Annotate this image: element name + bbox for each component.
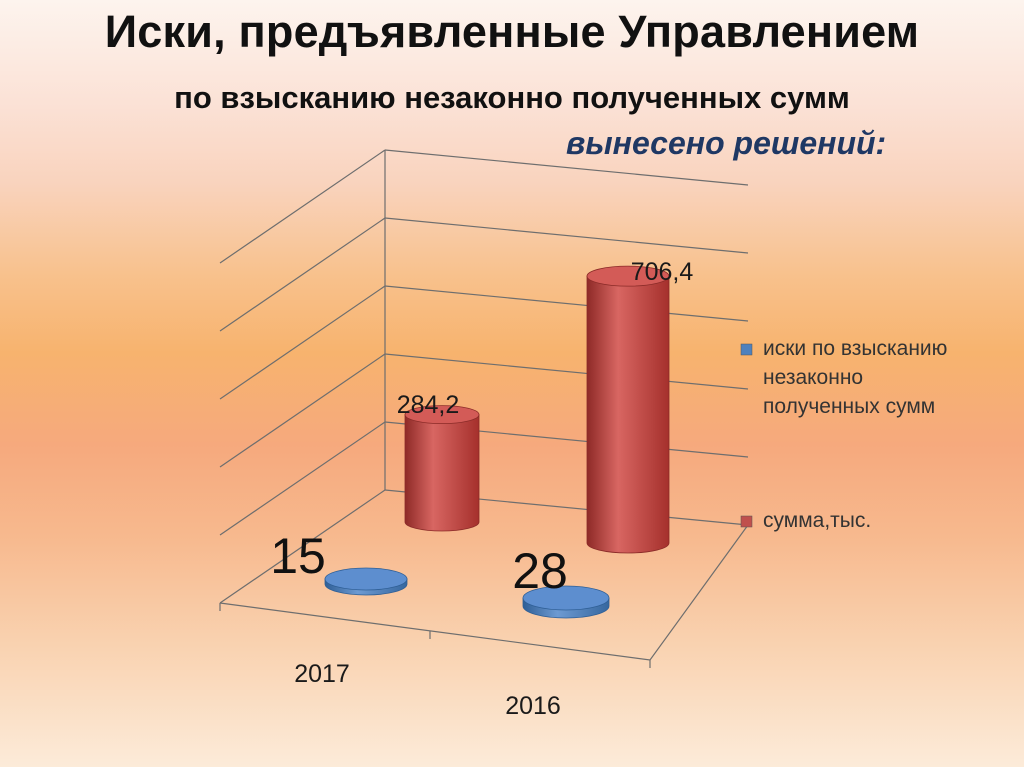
gridline-back xyxy=(384,149,749,186)
gridline-back xyxy=(384,285,749,322)
bar-sum-top xyxy=(404,405,480,425)
verdict-caption: вынесено решений: xyxy=(566,125,887,161)
gridline-side xyxy=(219,353,386,468)
slide-title: Иски, предъявленные Управлением xyxy=(104,6,920,57)
gridline-side xyxy=(219,421,386,536)
legend-label: иски по взысканию xyxy=(763,337,947,360)
gridline-back xyxy=(384,217,749,254)
bar-sum xyxy=(404,414,480,532)
gridline-side xyxy=(219,285,386,400)
bar-lawsuits-top xyxy=(522,585,610,611)
data-label-sum: 706,4 xyxy=(631,258,694,286)
legend-swatch xyxy=(740,515,753,528)
gridline-side xyxy=(219,149,386,264)
data-label-sum: 284,2 xyxy=(397,391,460,419)
x-tick-label: 2016 xyxy=(505,692,561,720)
data-label-lawsuits: 15 xyxy=(270,528,326,584)
legend-label: незаконно xyxy=(763,366,863,389)
gridline-side xyxy=(219,489,386,604)
gridline-side xyxy=(219,217,386,332)
data-label-lawsuits: 28 xyxy=(512,543,568,599)
bar-sum-top xyxy=(586,265,670,287)
x-tick-label: 2017 xyxy=(294,660,350,688)
gridline-back xyxy=(384,353,749,390)
slide-subtitle: по взысканию незаконно полученных сумм xyxy=(174,80,850,115)
legend-label: сумма,тыс. xyxy=(763,509,871,532)
bar-lawsuits-top xyxy=(324,567,408,591)
bar-sum xyxy=(586,275,670,554)
legend-label: полученных сумм xyxy=(763,395,935,418)
legend-swatch xyxy=(740,343,753,356)
